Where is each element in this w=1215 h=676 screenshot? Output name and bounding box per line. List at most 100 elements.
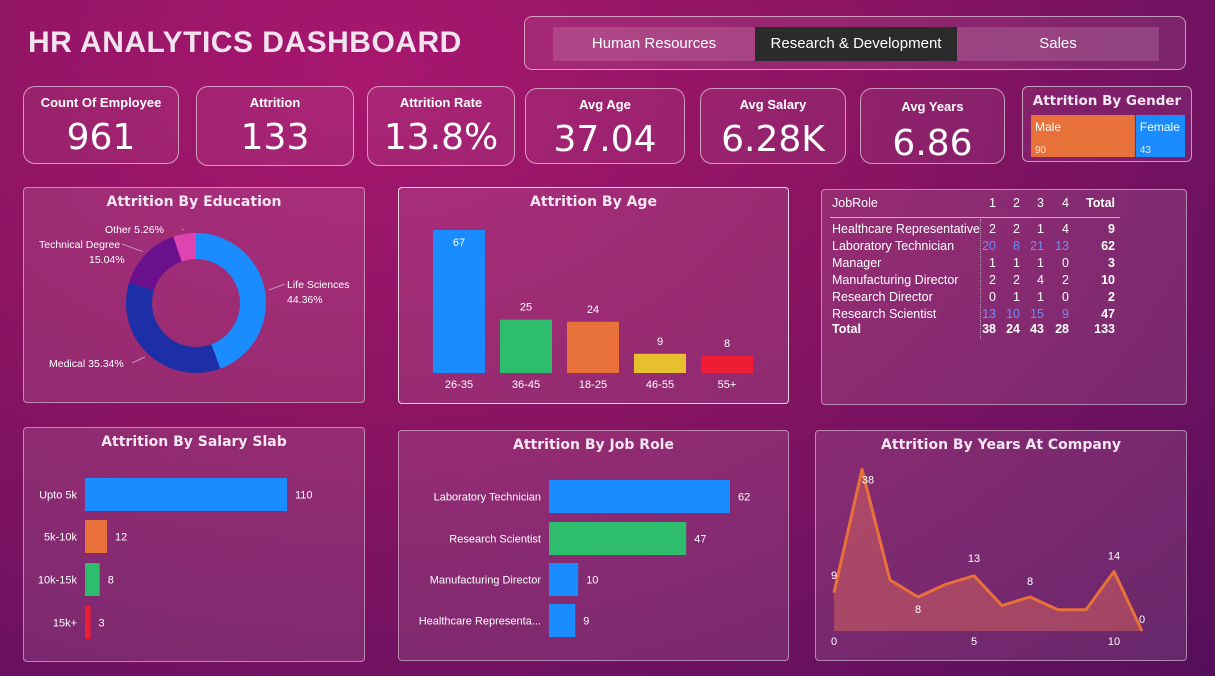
department-tabs: Human Resources Research & Development S… (524, 16, 1186, 70)
matrix-cell: 2 (1062, 273, 1069, 287)
education-label-medical: Medical 35.34% (49, 358, 124, 370)
education-label-technical-degree: Technical Degree (39, 239, 120, 251)
matrix-cell: 0 (1062, 256, 1069, 270)
matrix-cell: 4 (1062, 222, 1069, 236)
years-area-chart: 9 38 8 13 8 14 0 0 5 10 (831, 468, 1145, 648)
gender-treemap: Male 90 Female 43 (1031, 115, 1185, 157)
jobrole-3-value: 9 (583, 616, 589, 628)
kpi-salary-label: Avg Salary (739, 97, 807, 112)
education-leader-medical (131, 356, 146, 364)
jobrole-2-bar (549, 563, 579, 596)
jobrole-3-category: Healthcare Representa... (419, 616, 541, 628)
matrix-row-label: Research Director (832, 290, 933, 304)
salary-bar-15k+ (85, 606, 91, 639)
gender-value-male: 90 (1035, 145, 1047, 156)
matrix-header-2: 2 (1013, 196, 1020, 210)
age-tick-55+: 55+ (718, 379, 737, 391)
matrix-row-label: Healthcare Representative (832, 222, 980, 236)
jobrole-2-category: Manufacturing Director (430, 575, 542, 587)
tab-research-development[interactable]: Research & Development (755, 27, 957, 61)
education-pct-technical-degree: 15.04% (89, 254, 125, 266)
matrix-cell: 2 (1013, 222, 1020, 236)
education-leader-technical-degree (121, 243, 143, 252)
matrix-cell: 20 (982, 239, 996, 253)
gender-title: Attrition By Gender (1032, 93, 1182, 109)
matrix-cell: 1 (1037, 290, 1044, 304)
kpi-age-value: 37.04 (553, 119, 657, 160)
matrix-cell: 21 (1030, 239, 1044, 253)
matrix-cell: 4 (1037, 273, 1044, 287)
salary-bar-10k-15k (85, 563, 100, 596)
education-donut-chart: Life Sciences 44.36% Medical 35.34% Technic… (39, 224, 349, 373)
jobrole-matrix-panel: JobRole 1 2 3 4 Total Healthcare Representativ… (821, 189, 1187, 405)
years-area-fill (834, 469, 1142, 631)
age-bar-18-25 (567, 321, 619, 373)
gender-card: Attrition By Gender Male 90 Female 43 (1022, 86, 1192, 162)
age-tick-18-25: 18-25 (579, 379, 607, 391)
kpi-years-value: 6.86 (892, 123, 973, 164)
matrix-cell: 1 (1013, 256, 1020, 270)
age-bar-chart: 67 26-35 25 36-45 24 18-25 9 46-55 8 55+ (433, 230, 753, 391)
matrix-cell: 2 (989, 273, 996, 287)
education-leader-other (181, 228, 184, 231)
matrix-row-total: 47 (1101, 307, 1115, 321)
age-bar-label-26-35: 67 (453, 237, 465, 249)
matrix-cell: 1 (1037, 222, 1044, 236)
age-bar-label-55+: 8 (724, 338, 730, 350)
salary-value-upto-5k: 110 (295, 490, 313, 502)
gender-cell-female (1135, 115, 1185, 157)
education-label-other: Other 5.26% (105, 224, 164, 236)
salary-category-upto-5k: Upto 5k (39, 490, 77, 502)
years-point-label-0: 9 (831, 570, 837, 582)
years-tick-5: 5 (971, 636, 977, 648)
education-leader-life-sciences (268, 283, 286, 291)
kpi-rate-value: 13.8% (383, 117, 499, 158)
education-slice-other (173, 233, 196, 262)
education-slice-technical-degree (129, 236, 182, 291)
matrix-row-label: Manager (832, 256, 882, 270)
matrix-cell: 8 (1013, 239, 1020, 253)
salary-bar-upto-5k (85, 478, 287, 511)
jobrole-panel: Attrition By Job Role Laboratory Technic… (398, 430, 789, 661)
education-panel: Attrition By Education Life Sciences 44.3… (23, 187, 365, 403)
age-bar-36-45 (500, 319, 552, 373)
kpi-salary-card: Avg Salary 6.28K (700, 88, 846, 164)
age-panel: Attrition By Age 67 26-35 25 36-45 24 18-25 9 4… (398, 187, 789, 404)
gender-label-female: Female (1140, 120, 1180, 134)
matrix-header-3: 3 (1037, 196, 1044, 210)
kpi-attrition-card: Attrition 133 (196, 86, 354, 166)
years-point-label-5: 13 (968, 553, 980, 565)
age-bar-46-55 (634, 353, 686, 373)
age-bar-55+ (701, 355, 753, 373)
kpi-years-card: Avg Years 6.86 (860, 88, 1005, 164)
years-point-label-3: 8 (915, 604, 921, 616)
matrix-grand-total: 133 (1094, 322, 1115, 336)
matrix-column-divider (980, 219, 981, 339)
years-title: Attrition By Years At Company (881, 437, 1121, 453)
gender-label-male: Male (1035, 120, 1061, 134)
salary-value-15k+: 3 (99, 618, 105, 630)
kpi-age-label: Avg Age (579, 97, 631, 112)
matrix-cell: 1 (1037, 256, 1044, 270)
gender-value-female: 43 (1140, 145, 1152, 156)
age-bar-label-36-45: 25 (520, 302, 532, 314)
age-title: Attrition By Age (530, 194, 657, 210)
education-label-life-sciences: Life Sciences (287, 279, 349, 291)
education-pct-life-sciences: 44.36% (287, 294, 323, 306)
salary-bar-chart: Upto 5k 110 5k-10k 12 10k-15k 8 15k+ 3 (38, 478, 313, 639)
matrix-cell: 0 (989, 290, 996, 304)
age-tick-36-45: 36-45 (512, 379, 540, 391)
years-point-label-7: 8 (1027, 576, 1033, 588)
kpi-attrition-label: Attrition (249, 95, 301, 110)
tab-sales[interactable]: Sales (957, 27, 1159, 61)
jobrole-1-bar (549, 522, 687, 555)
salary-value-10k-15k: 8 (108, 575, 114, 587)
age-tick-26-35: 26-35 (445, 379, 473, 391)
kpi-rate-card: Attrition Rate 13.8% (367, 86, 515, 166)
tab-human-resources[interactable]: Human Resources (553, 27, 755, 61)
matrix-header-divider (830, 217, 1120, 218)
salary-category-5k-10k: 5k-10k (44, 532, 78, 544)
jobrole-0-value: 62 (738, 492, 750, 504)
matrix-cell: 10 (1006, 307, 1020, 321)
salary-title: Attrition By Salary Slab (101, 434, 287, 450)
